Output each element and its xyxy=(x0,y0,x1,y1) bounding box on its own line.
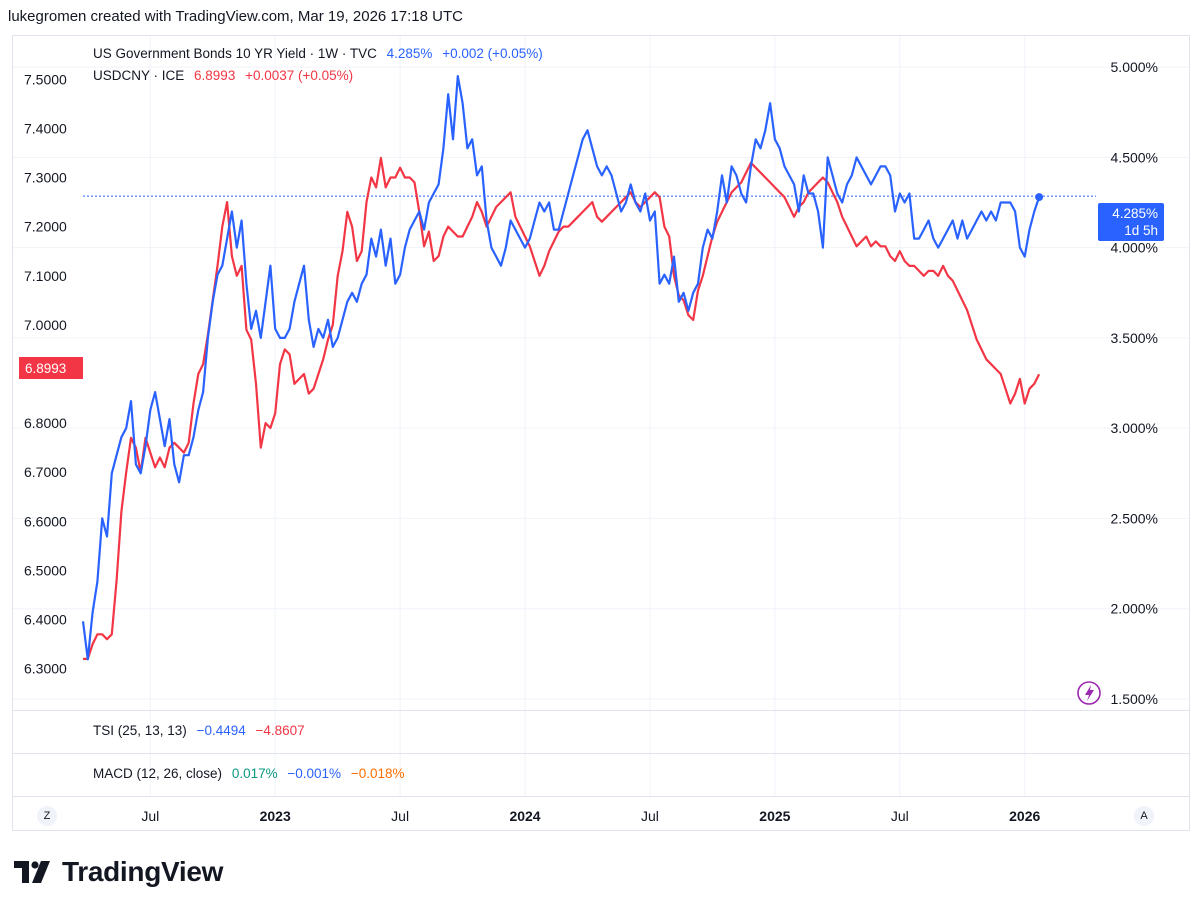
legend-usdcny[interactable]: USDCNY · ICE 6.8993 +0.0037 (+0.05%) xyxy=(93,67,353,84)
time-axis-tick: 2026 xyxy=(1009,808,1040,824)
tradingview-logo[interactable]: TradingView xyxy=(14,856,223,888)
auto-scale-button[interactable]: A xyxy=(1134,806,1154,826)
time-axis-tick: Jul xyxy=(391,808,409,824)
time-axis-tick: 2024 xyxy=(509,808,540,824)
legend-tsi[interactable]: TSI (25, 13, 13) −0.4494 −4.8607 xyxy=(93,722,305,739)
left-axis-tick: 6.4000 xyxy=(24,612,67,628)
us10y-last-point xyxy=(1035,193,1044,202)
right-axis-tick: 2.500% xyxy=(1111,510,1158,526)
zoom-out-button[interactable]: Z xyxy=(37,806,57,826)
grid xyxy=(13,36,1189,796)
right-axis-tick: 2.000% xyxy=(1111,601,1158,617)
time-axis-tick: Jul xyxy=(891,808,909,824)
right-axis-tick: 3.000% xyxy=(1111,420,1158,436)
left-axis-tick: 7.3000 xyxy=(24,170,67,186)
left-price-axis: 6.3000 6.4000 6.5000 6.6000 6.7000 6.8000 7.00… xyxy=(24,71,67,676)
us10y-price-tag: 4.285% 1d 5h xyxy=(1098,203,1164,241)
time-axis-tick: Jul xyxy=(641,808,659,824)
left-axis-tick: 7.1000 xyxy=(24,268,67,284)
left-axis-tick: 6.6000 xyxy=(24,513,67,529)
left-axis-tick: 7.0000 xyxy=(24,317,67,333)
pane-separator xyxy=(13,753,1189,754)
right-axis-tick: 3.500% xyxy=(1111,330,1158,346)
time-axis: Jul 2023 Jul 2024 Jul 2025 Jul 2026 xyxy=(141,808,1040,824)
left-axis-tick: 6.8000 xyxy=(24,415,67,431)
tsi-value-2: −4.8607 xyxy=(255,723,305,738)
right-price-axis: 1.500% 2.000% 2.500% 3.000% 3.500% 4.000% 4.50… xyxy=(1111,59,1158,707)
left-axis-tick: 6.7000 xyxy=(24,464,67,480)
legend-usdcny-symbol: USDCNY · ICE xyxy=(93,68,185,83)
tsi-value-1: −0.4494 xyxy=(196,723,246,738)
pane-separator xyxy=(13,796,1189,797)
bolt-icon[interactable] xyxy=(1077,681,1101,705)
legend-usdcny-value: 6.8993 xyxy=(194,68,236,83)
usdcny-price-tag: 6.8993 xyxy=(19,357,83,379)
tradingview-logo-icon xyxy=(14,861,50,883)
tradingview-logo-text: TradingView xyxy=(62,856,224,887)
time-axis-tick: 2025 xyxy=(759,808,790,824)
macd-value-2: −0.001% xyxy=(287,766,342,781)
us10y-price-tag-value: 4.285% xyxy=(1112,206,1158,221)
macd-value-3: −0.018% xyxy=(350,766,405,781)
right-axis-tick: 1.500% xyxy=(1111,691,1158,707)
macd-value-1: 0.017% xyxy=(231,766,278,781)
us10y-line xyxy=(81,74,1041,661)
tsi-label: TSI (25, 13, 13) xyxy=(93,723,187,738)
usdcny-line xyxy=(83,156,1041,661)
left-axis-tick: 6.5000 xyxy=(24,562,67,578)
pane-separator xyxy=(13,710,1189,711)
macd-label: MACD (12, 26, close) xyxy=(93,766,223,781)
left-axis-tick: 7.4000 xyxy=(24,120,67,136)
right-axis-tick: 4.500% xyxy=(1111,149,1158,165)
right-axis-tick: 4.000% xyxy=(1111,240,1158,256)
auto-scale-label: A xyxy=(1140,810,1148,822)
legend-us10y-symbol: US Government Bonds 10 YR Yield · 1W · T… xyxy=(93,46,377,61)
left-axis-tick: 7.2000 xyxy=(24,219,67,235)
legend-macd[interactable]: MACD (12, 26, close) 0.017% −0.001% −0.0… xyxy=(93,765,404,782)
legend-us10y[interactable]: US Government Bonds 10 YR Yield · 1W · T… xyxy=(93,45,543,62)
us10y-countdown: 1d 5h xyxy=(1124,223,1158,238)
usdcny-price-tag-value: 6.8993 xyxy=(25,360,67,376)
time-axis-tick: Jul xyxy=(141,808,159,824)
zoom-out-label: Z xyxy=(43,810,51,822)
chart-credit: lukegromen created with TradingView.com,… xyxy=(8,8,463,25)
legend-usdcny-change: +0.0037 (+0.05%) xyxy=(245,68,354,83)
right-axis-tick: 5.000% xyxy=(1111,59,1158,75)
legend-us10y-value: 4.285% xyxy=(386,46,433,61)
chart-frame xyxy=(12,35,1190,831)
left-axis-tick: 6.3000 xyxy=(24,661,67,677)
left-axis-tick: 7.5000 xyxy=(24,71,67,87)
time-axis-tick: 2023 xyxy=(260,808,291,824)
legend-us10y-change: +0.002 (+0.05%) xyxy=(442,46,543,61)
